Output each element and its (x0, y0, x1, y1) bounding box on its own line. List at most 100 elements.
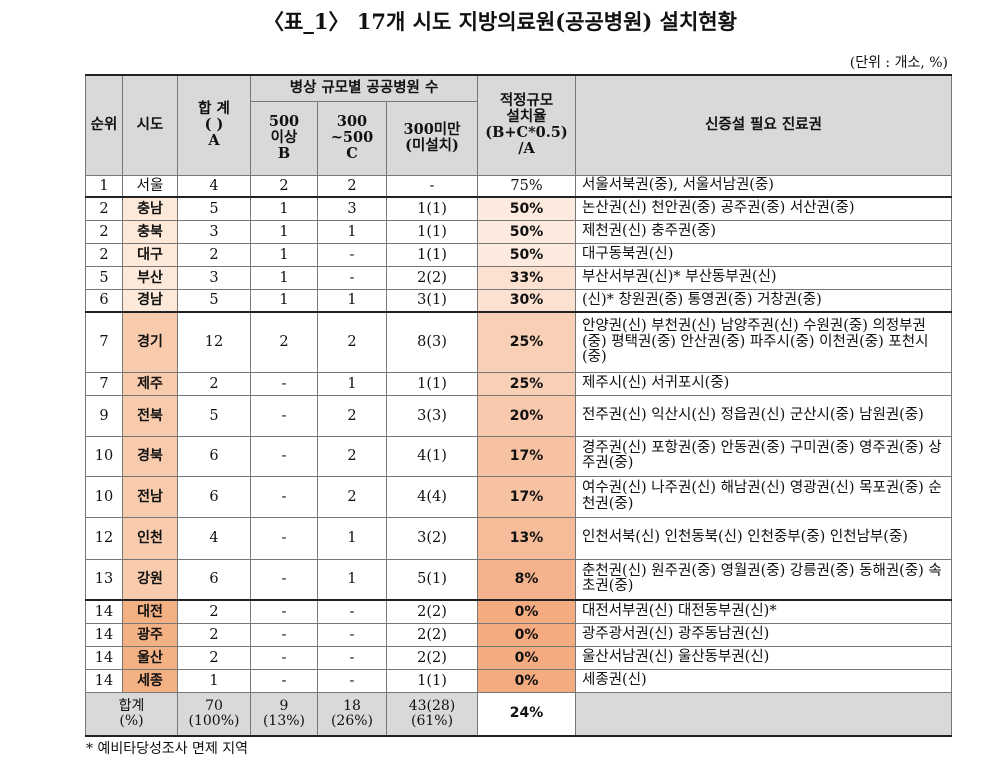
mid-cell: 2 (317, 394, 387, 437)
rank-cell: 9 (85, 394, 123, 437)
rank-cell: 13 (85, 558, 123, 601)
mid-cell: 1 (317, 288, 387, 313)
regions-cell: 대구동북권(신) (575, 242, 953, 267)
rank-cell: 7 (85, 311, 123, 373)
table-row: 9 전북 5-2 3(3) 20% 전주권(신) 익산시(신) 정읍권(신) 군산시(중)… (85, 394, 953, 437)
rate-cell: 50% (477, 219, 577, 244)
sido-cell: 충남 (122, 196, 178, 221)
under300-cell: 3(2) (385, 516, 479, 560)
rank-cell: 14 (85, 599, 123, 624)
table-header: 순위 시도 합 계 ( ) A 병상 규모별 공공병원 수 적정규모 설치율 (… (85, 74, 953, 176)
table-row: 14 울산 2- -2(2) 0% 울산서남권(신) 울산동부권(신) (85, 645, 953, 670)
total-cell: 6 (177, 475, 251, 518)
sido-cell: 충북 (122, 219, 178, 244)
table-row: 1 서울 4 2 2-75% 서울서북권(중), 서울서남권(중) (85, 174, 953, 198)
over500-cell: - (250, 645, 318, 670)
table-row: 10 경북 6-2 4(1) 17% 경주권(신) 포항권(중) 안동권(중) 구미권(중… (85, 435, 953, 477)
mid-cell: - (317, 242, 387, 267)
regions-cell: 전주권(신) 익산시(신) 정읍권(신) 군산시(중) 남원권(중) (575, 394, 953, 437)
regions-cell: 경주권(신) 포항권(중) 안동권(중) 구미권(중) 영주권(중) 상주권(중… (575, 435, 953, 477)
over500-cell: - (250, 622, 318, 647)
footer-cell: 9 (13%) (250, 691, 318, 737)
regions-cell: 서울서북권(중), 서울서남권(중) (575, 174, 953, 198)
over500-cell: 1 (250, 288, 318, 313)
rate-cell: 0% (477, 668, 577, 693)
mid-cell: - (317, 265, 387, 290)
under300-cell: 3(3) (385, 394, 479, 437)
over500-cell: - (250, 558, 318, 601)
under300-cell: 2(2) (385, 622, 479, 647)
mid-cell: 1 (317, 371, 387, 396)
rank-cell: 10 (85, 475, 123, 518)
over500-cell: 2 (250, 311, 318, 373)
rate-cell: 50% (477, 196, 577, 221)
over500-cell: - (250, 475, 318, 518)
header-cell: 적정규모 설치율 (B+C*0.5) /A (477, 74, 577, 176)
sido-cell: 경기 (122, 311, 178, 373)
table-row: 2 대구 2 1-1(1) 50% 대구동북권(신) (85, 242, 953, 267)
rank-cell: 2 (85, 242, 123, 267)
total-cell: 2 (177, 371, 251, 396)
regions-cell: 춘천권(신) 원주권(중) 영월권(중) 강릉권(중) 동해권(중) 속초권(중… (575, 558, 953, 601)
over500-cell: 1 (250, 196, 318, 221)
under300-cell: 1(1) (385, 668, 479, 693)
header-cell: 합 계 ( ) A (177, 74, 251, 176)
under300-cell: 1(1) (385, 219, 479, 244)
over500-cell: - (250, 599, 318, 624)
total-cell: 5 (177, 196, 251, 221)
under300-cell: 2(2) (385, 599, 479, 624)
footer-cell: 24% (477, 691, 577, 737)
sido-cell: 울산 (122, 645, 178, 670)
total-cell: 4 (177, 516, 251, 560)
header-cell: 300미만 (미설치) (385, 100, 479, 176)
total-cell: 4 (177, 174, 251, 198)
regions-cell: 제천권(신) 충주권(중) (575, 219, 953, 244)
sido-cell: 경남 (122, 288, 178, 313)
under300-cell: 2(2) (385, 265, 479, 290)
rate-cell: 13% (477, 516, 577, 560)
sido-cell: 부산 (122, 265, 178, 290)
table-row: 7 제주 2-1 1(1) 25% 제주시(신) 서귀포시(중) (85, 371, 953, 396)
footer-cell: 43(28) (61%) (385, 691, 479, 737)
table-row: 5 부산 3 1-2(2) 33% 부산서부권(신)* 부산동부권(신) (85, 265, 953, 290)
sido-cell: 경북 (122, 435, 178, 477)
table-row: 2 충남 5 1 3 1(1) 50% 논산권(신) 천안권(중) 공주권(중) 서산권(중) (85, 196, 953, 221)
over500-cell: - (250, 668, 318, 693)
mid-cell: - (317, 599, 387, 624)
under300-cell: 1(1) (385, 196, 479, 221)
rate-cell: 30% (477, 288, 577, 313)
over500-cell: - (250, 371, 318, 396)
total-cell: 6 (177, 558, 251, 601)
under300-cell: 4(4) (385, 475, 479, 518)
total-cell: 2 (177, 599, 251, 624)
rank-cell: 2 (85, 196, 123, 221)
table-row: 13 강원 6-1 5(1) 8% 춘천권(신) 원주권(중) 영월권(중) 강릉권(중)… (85, 558, 953, 601)
rate-cell: 25% (477, 311, 577, 373)
sido-cell: 광주 (122, 622, 178, 647)
sido-cell: 인천 (122, 516, 178, 560)
table-footer: 합계 (%) 70 (100%) 9 (13%) 18 (26%) 43(28) (61… (85, 691, 953, 737)
total-cell: 5 (177, 394, 251, 437)
regions-cell: (신)* 창원권(중) 통영권(중) 거창권(중) (575, 288, 953, 313)
sido-cell: 전북 (122, 394, 178, 437)
total-cell: 2 (177, 645, 251, 670)
mid-cell: - (317, 668, 387, 693)
header-cell: 순위 (85, 74, 123, 176)
sido-cell: 강원 (122, 558, 178, 601)
table: 순위 시도 합 계 ( ) A 병상 규모별 공공병원 수 적정규모 설치율 (… (85, 74, 953, 737)
sido-cell: 서울 (122, 174, 178, 198)
under300-cell: 1(1) (385, 371, 479, 396)
regions-cell: 제주시(신) 서귀포시(중) (575, 371, 953, 396)
over500-cell: - (250, 394, 318, 437)
rank-cell: 14 (85, 645, 123, 670)
regions-cell: 울산서남권(신) 울산동부권(신) (575, 645, 953, 670)
under300-cell: 4(1) (385, 435, 479, 477)
note: * 예비타당성조사 면제 지역 (86, 741, 249, 757)
rank-cell: 14 (85, 668, 123, 693)
over500-cell: 1 (250, 242, 318, 267)
header-cell: 시도 (122, 74, 178, 176)
total-cell: 1 (177, 668, 251, 693)
table-row: 6 경남 5 1 1 3(1) 30% (신)* 창원권(중) 통영권(중) 거창권(중) (85, 288, 953, 313)
over500-cell: - (250, 435, 318, 477)
